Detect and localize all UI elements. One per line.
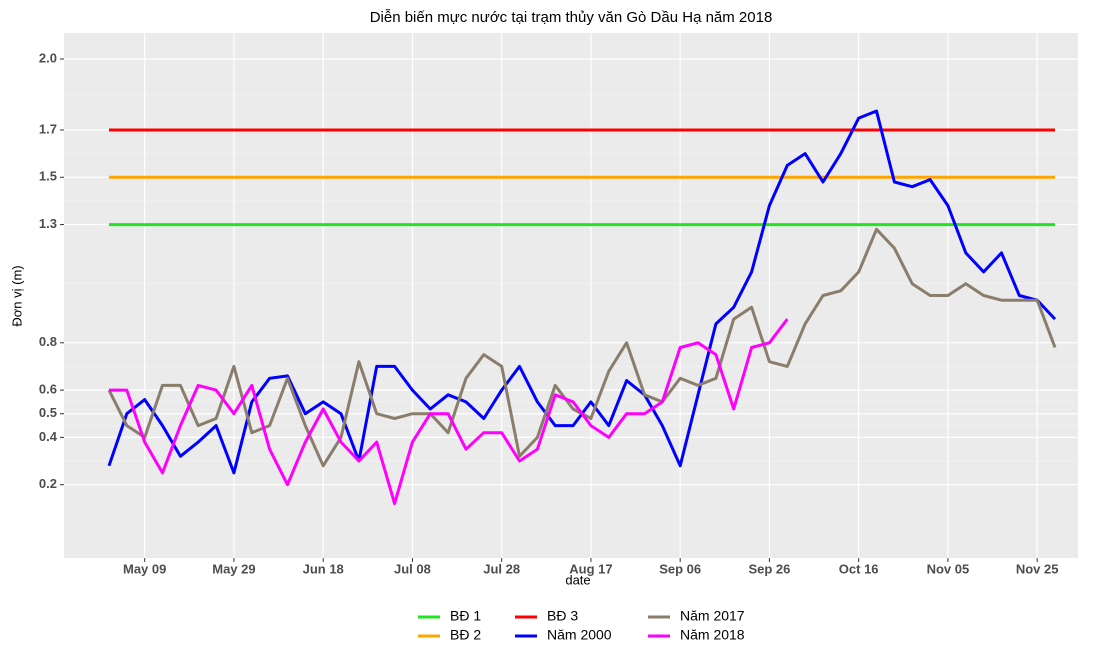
x-tick-label: Nov 05 bbox=[927, 561, 970, 576]
x-tick-label: Jul 28 bbox=[483, 561, 520, 576]
x-tick-label: Nov 25 bbox=[1016, 561, 1059, 576]
y-tick-label: 0.2 bbox=[39, 476, 57, 491]
x-tick-label: Oct 16 bbox=[839, 561, 879, 576]
y-axis-label: Đơn vị (m) bbox=[9, 265, 24, 326]
y-tick-label: 1.5 bbox=[39, 169, 57, 184]
x-tick-label: Sep 26 bbox=[748, 561, 790, 576]
y-tick-label: 1.3 bbox=[39, 216, 57, 231]
legend-label: BĐ 2 bbox=[450, 627, 481, 643]
legend-label: Năm 2000 bbox=[547, 627, 612, 643]
y-tick-label: 0.8 bbox=[39, 334, 57, 349]
legend-label: BĐ 3 bbox=[547, 608, 578, 624]
x-axis-label: date bbox=[565, 572, 590, 587]
chart-title: Diễn biến mực nước tại trạm thủy văn Gò … bbox=[370, 9, 773, 26]
y-tick-label: 0.5 bbox=[39, 405, 57, 420]
series-line bbox=[109, 318, 789, 506]
y-tick-label: 2.0 bbox=[39, 50, 57, 65]
x-tick-label: Aug 17 bbox=[569, 561, 612, 576]
x-tick-label: May 09 bbox=[123, 561, 166, 576]
panel bbox=[64, 33, 1078, 558]
x-tick-label: May 29 bbox=[212, 561, 255, 576]
legend-label: Năm 2018 bbox=[680, 627, 745, 643]
x-tick-label: Jun 18 bbox=[303, 561, 344, 576]
x-tick-label: Jul 08 bbox=[394, 561, 431, 576]
y-tick-label: 0.6 bbox=[39, 382, 57, 397]
legend-label: Năm 2017 bbox=[680, 608, 745, 624]
x-tick-label: Sep 06 bbox=[659, 561, 701, 576]
legend-label: BĐ 1 bbox=[450, 608, 481, 624]
y-tick-label: 1.7 bbox=[39, 121, 57, 136]
y-tick-label: 0.4 bbox=[39, 429, 58, 444]
